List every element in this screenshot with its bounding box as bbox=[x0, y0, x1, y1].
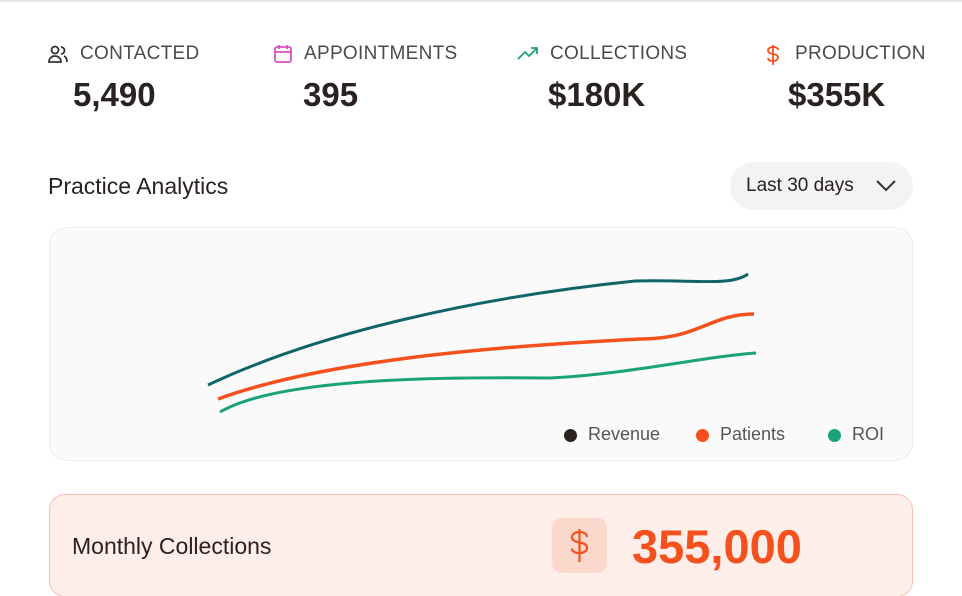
stat-value: $180K bbox=[548, 76, 646, 113]
legend-dot bbox=[564, 429, 577, 442]
monthly-value: 355,000 bbox=[632, 520, 802, 573]
range-label: Last 30 days bbox=[746, 175, 854, 196]
legend-dot bbox=[696, 429, 709, 442]
legend-dot bbox=[828, 429, 841, 442]
appointments-icon bbox=[274, 45, 292, 63]
chevron bbox=[876, 180, 896, 192]
range-dropdown[interactable]: Last 30 days bbox=[730, 162, 913, 210]
dollar-icon-box bbox=[552, 518, 607, 573]
chart-card bbox=[49, 227, 913, 461]
dollar-icon bbox=[570, 529, 589, 562]
stat-label: APPOINTMENTS bbox=[304, 43, 458, 64]
contacted-icon bbox=[48, 45, 68, 63]
stat-label: CONTACTED bbox=[80, 43, 200, 64]
section-title: Practice Analytics bbox=[48, 173, 229, 199]
stat-value: 395 bbox=[303, 76, 359, 113]
legend-label: Patients bbox=[720, 424, 786, 444]
patients-line bbox=[217, 312, 755, 401]
stat-label: PRODUCTION bbox=[795, 43, 926, 64]
monthly-label: Monthly Collections bbox=[72, 533, 272, 559]
stat-value: 5,490 bbox=[73, 76, 156, 113]
stat-value: $355K bbox=[788, 76, 886, 113]
revenue-line bbox=[207, 272, 749, 387]
monthly-card bbox=[49, 494, 913, 596]
stat-label: COLLECTIONS bbox=[550, 43, 688, 64]
collections-icon bbox=[517, 47, 538, 60]
legend-label: Revenue bbox=[588, 424, 661, 444]
legend-label: ROI bbox=[852, 424, 885, 444]
production-icon bbox=[767, 45, 779, 65]
roi-line bbox=[219, 351, 757, 414]
